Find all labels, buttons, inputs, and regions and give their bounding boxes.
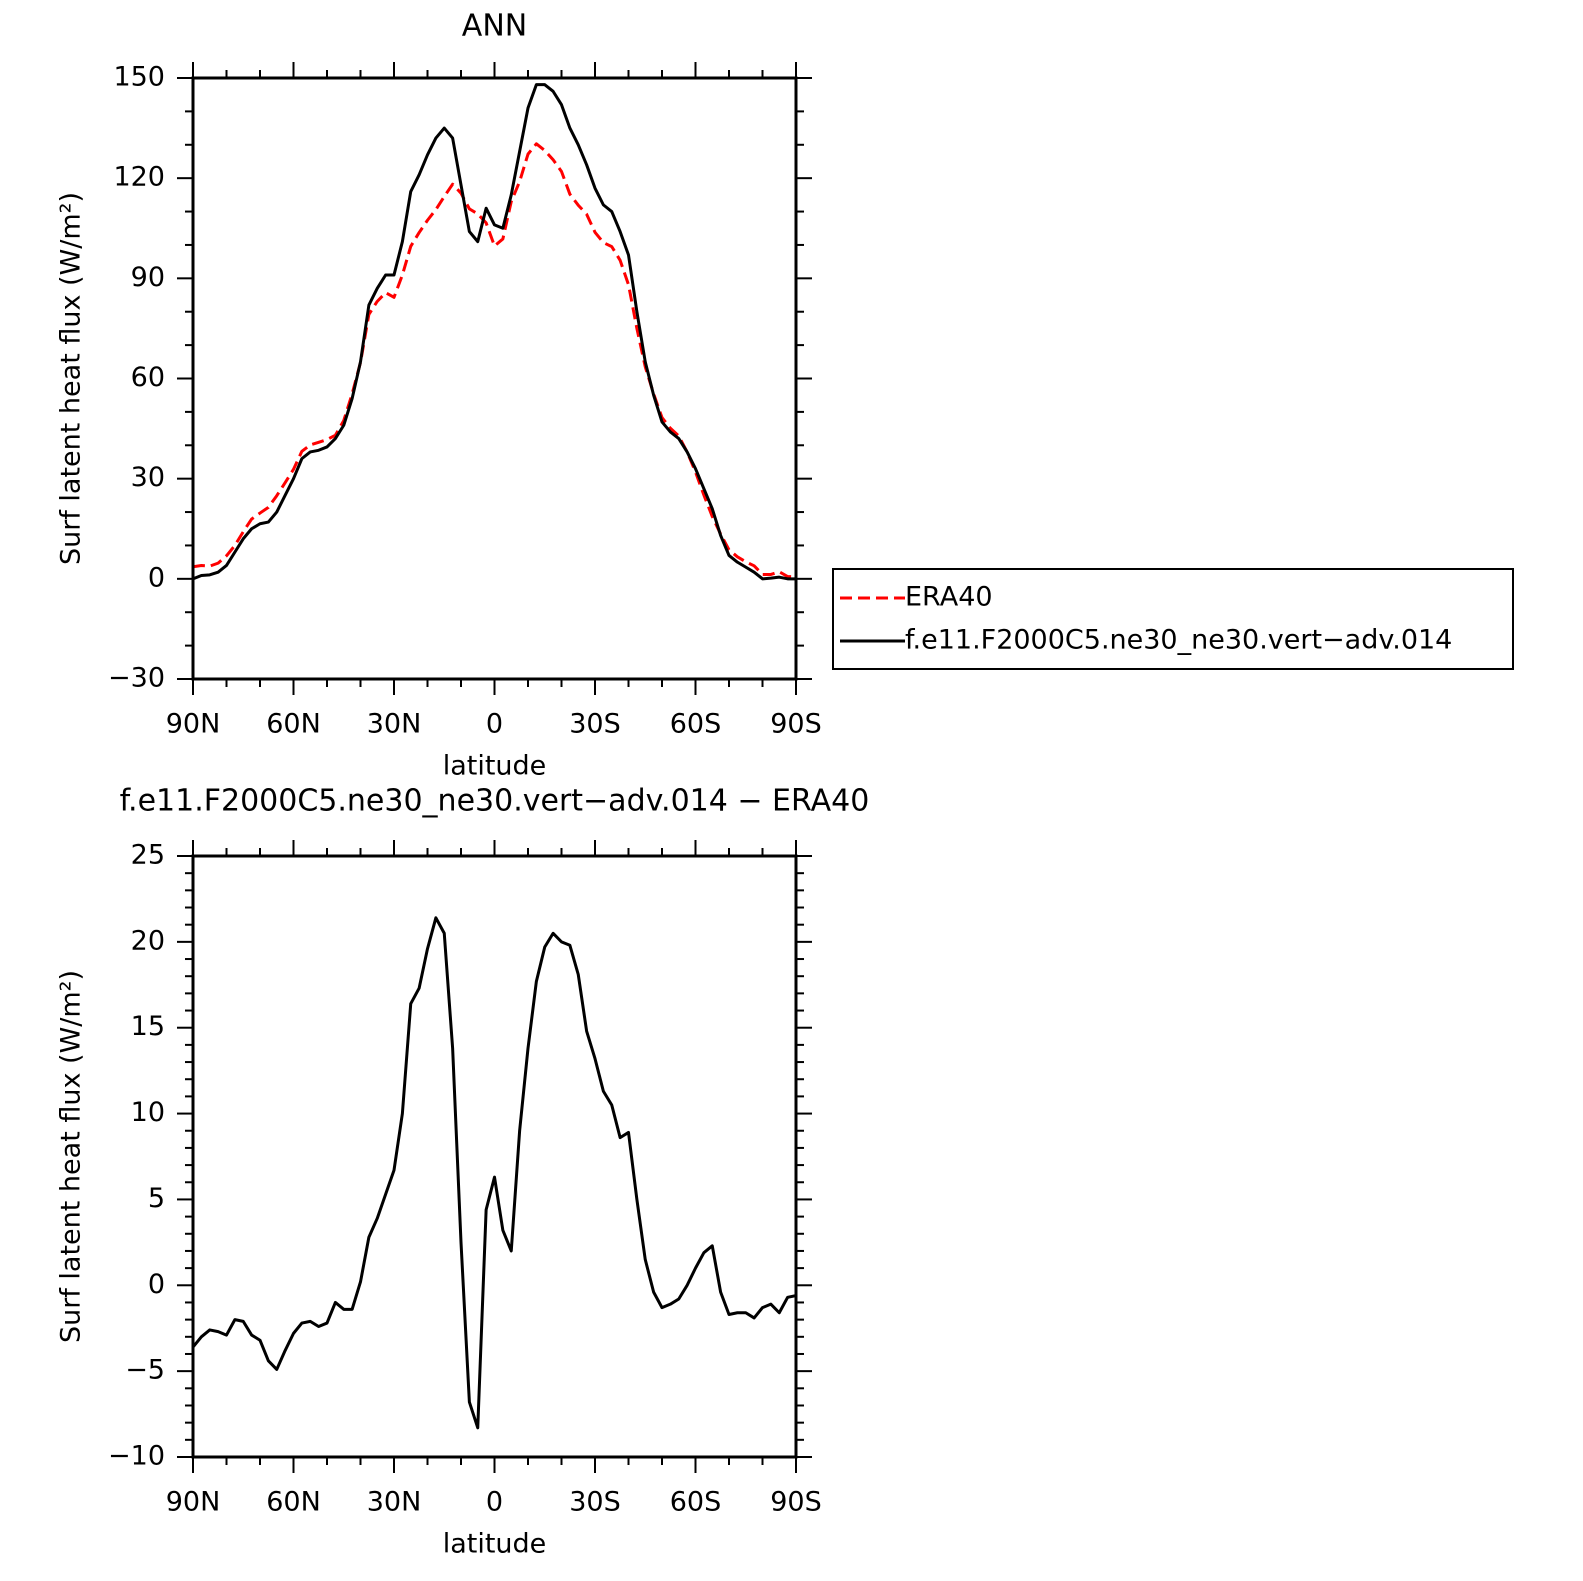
legend-box (832, 568, 1514, 670)
y-tick-label: 0 (148, 562, 165, 593)
x-tick-label: 90S (770, 1487, 822, 1518)
y-tick-label: 15 (131, 1011, 165, 1042)
series-line (193, 142, 796, 579)
x-tick-label: 30N (367, 1487, 422, 1518)
x-tick-label: 0 (486, 709, 503, 740)
y-tick-label: −30 (108, 663, 165, 694)
y-axis-label: Surf latent heat flux (W/m²) (56, 970, 87, 1343)
y-tick-label: 120 (113, 162, 165, 193)
x-tick-label: 30S (569, 709, 621, 740)
x-tick-label: 90S (770, 709, 822, 740)
x-tick-label: 60N (266, 709, 321, 740)
x-axis-label: latitude (443, 751, 547, 782)
x-axis-label: latitude (443, 1529, 547, 1560)
x-tick-label: 90N (166, 709, 221, 740)
y-axis-label: Surf latent heat flux (W/m²) (56, 192, 87, 565)
y-tick-label: 25 (131, 840, 165, 871)
chart-title: ANN (462, 9, 527, 44)
y-tick-label: −5 (125, 1355, 165, 1386)
y-tick-label: −10 (108, 1441, 165, 1472)
y-tick-label: 60 (131, 362, 165, 393)
x-tick-label: 90N (166, 1487, 221, 1518)
y-tick-label: 150 (113, 62, 165, 93)
y-tick-label: 0 (148, 1269, 165, 1300)
plot-frame (191, 854, 798, 1459)
chart-title: f.e11.F2000C5.ne30_ne30.vert−adv.014 − E… (120, 784, 870, 819)
x-tick-label: 60S (670, 709, 722, 740)
x-tick-label: 30S (569, 1487, 621, 1518)
x-tick-label: 30N (367, 709, 422, 740)
series-line (193, 83, 796, 581)
plot-frame (191, 76, 798, 681)
y-tick-label: 30 (131, 462, 165, 493)
x-tick-label: 60S (670, 1487, 722, 1518)
y-tick-label: 10 (131, 1097, 165, 1128)
legend-label: ERA40 (905, 582, 993, 613)
y-tick-label: 20 (131, 925, 165, 956)
x-tick-label: 0 (486, 1487, 503, 1518)
series-line (193, 916, 796, 1430)
x-tick-label: 60N (266, 1487, 321, 1518)
legend-label: f.e11.F2000C5.ne30_ne30.vert−adv.014 (905, 625, 1452, 656)
y-tick-label: 5 (148, 1183, 165, 1214)
y-tick-label: 90 (131, 262, 165, 293)
